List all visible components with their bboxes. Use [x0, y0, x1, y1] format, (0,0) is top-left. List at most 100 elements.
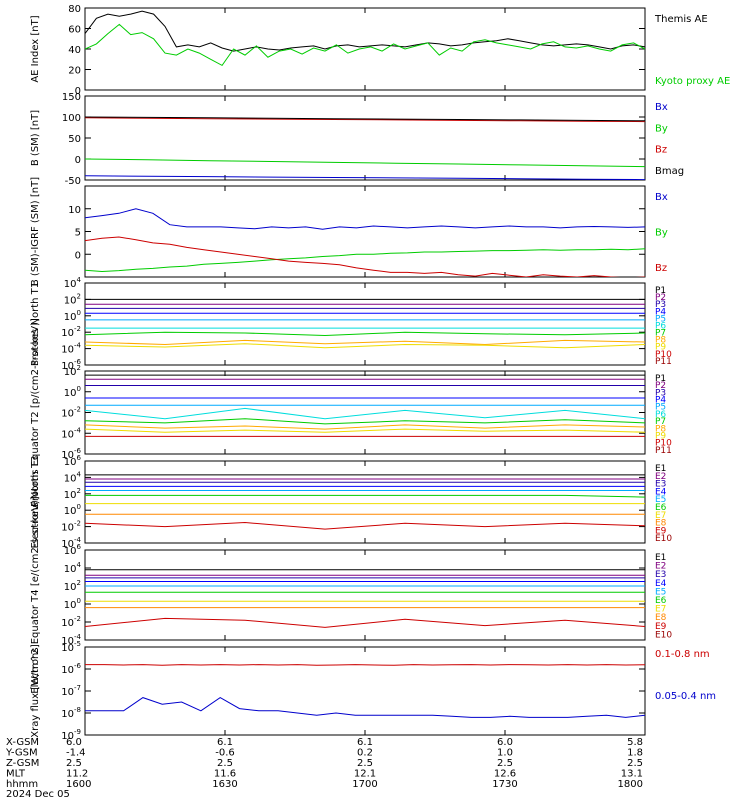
- panel-frame: [84, 282, 646, 366]
- y-axis-label: Electrons Equator T4 [e/(cm2-s-sr-keV)]: [30, 496, 41, 693]
- x-axis-row-value: 2.5: [217, 758, 233, 769]
- legend-label: P11: [655, 357, 672, 367]
- y-tick-label: 10-4: [61, 426, 81, 440]
- y-tick-label: 10-2: [61, 520, 81, 534]
- legend-label: E10: [655, 534, 672, 544]
- x-axis-row-value: 2.5: [497, 758, 513, 769]
- y-tick-label: 10-2: [61, 615, 81, 629]
- series-line: [85, 343, 645, 349]
- x-axis-row-value: 0.2: [357, 748, 373, 759]
- x-axis-row-value: 5.8: [627, 737, 643, 748]
- y-tick-label: 50: [68, 134, 81, 145]
- x-axis-row-value: 1.0: [497, 748, 513, 759]
- y-axis-label: Xray flux [W/m^2]: [30, 644, 41, 738]
- x-axis-row-value: 11.6: [214, 769, 236, 780]
- series-line: [85, 521, 645, 530]
- series-line: [85, 208, 645, 230]
- legend-label: E1: [655, 553, 666, 563]
- legend-label: 0.1-0.8 nm: [655, 649, 710, 660]
- legend-label: E8: [655, 519, 667, 529]
- y-tick-label: 104: [64, 470, 82, 484]
- y-tick-label: 40: [68, 45, 81, 56]
- y-tick-label: 106: [64, 454, 82, 468]
- y-tick-label: 102: [64, 579, 81, 593]
- y-axis-label: B (SM) [nT]: [30, 110, 41, 166]
- legend-label: P6: [655, 321, 666, 331]
- legend-label: E4: [655, 487, 667, 497]
- y-axis-label: Protons North T1: [30, 282, 41, 366]
- series-line: [85, 236, 645, 277]
- y-tick-label: 10-5: [61, 640, 81, 654]
- x-axis-row-value: 2.5: [357, 758, 373, 769]
- legend-label: E5: [655, 587, 666, 597]
- legend-label: Bx: [655, 102, 668, 113]
- y-tick-label: -50: [65, 176, 81, 187]
- panel-frame: [84, 549, 646, 641]
- series-line: [85, 339, 645, 346]
- legend-label: P10: [655, 350, 672, 360]
- y-tick-label: 104: [64, 561, 82, 575]
- x-axis-row-value: 1800: [618, 779, 643, 790]
- series-line: [85, 494, 645, 498]
- series-line: [85, 116, 645, 122]
- y-axis-label: B (SM)-IGRF (SM) [nT]: [30, 177, 41, 286]
- y-tick-label: 0: [75, 250, 81, 261]
- series-line: [85, 331, 645, 337]
- legend-label: P9: [655, 343, 666, 353]
- legend-label: P6: [655, 410, 666, 420]
- x-axis-row-value: 12.1: [354, 769, 376, 780]
- legend-label: P4: [655, 396, 666, 406]
- x-axis-row-value: 1.8: [627, 748, 643, 759]
- series-line: [85, 664, 645, 666]
- y-tick-label: 20: [68, 66, 81, 77]
- legend-label: 0.05-0.4 nm: [655, 691, 716, 702]
- series-line: [85, 248, 645, 273]
- y-tick-label: 10-2: [61, 325, 81, 339]
- y-tick-label: 100: [64, 385, 81, 399]
- y-tick-label: 0: [75, 155, 81, 166]
- legend-label: Bz: [655, 145, 667, 156]
- x-axis-row-value: -1.4: [66, 748, 86, 759]
- series-line: [85, 697, 645, 718]
- legend-label: Themis AE: [654, 14, 708, 25]
- legend-label: P5: [655, 314, 666, 324]
- legend-label: E8: [655, 613, 667, 623]
- legend-label: P1: [655, 374, 666, 384]
- x-axis-row-label: hhmm: [6, 779, 38, 790]
- legend-label: P2: [655, 381, 666, 391]
- legend-label: P3: [655, 388, 666, 398]
- legend-label: E3: [655, 480, 666, 490]
- x-axis-row-label: MLT: [6, 769, 26, 780]
- y-tick-label: 10: [68, 205, 81, 216]
- legend-label: P2: [655, 293, 666, 303]
- x-axis-row-value: 6.0: [66, 737, 82, 748]
- y-axis-label: Electrons North T3: [30, 455, 41, 548]
- y-tick-label: 10-6: [61, 662, 81, 676]
- legend-label: E6: [655, 503, 667, 513]
- series-line: [85, 175, 645, 180]
- legend-label: Kyoto proxy AE: [655, 76, 730, 87]
- legend-label: E7: [655, 511, 666, 521]
- legend-label: P11: [655, 446, 672, 456]
- series-line: [85, 10, 645, 52]
- legend-label: P9: [655, 431, 666, 441]
- x-axis-row-value: 1700: [352, 779, 377, 790]
- legend-label: P5: [655, 403, 666, 413]
- legend-label: P7: [655, 329, 666, 339]
- y-tick-label: 100: [64, 309, 81, 323]
- x-axis-row-label: X-GSM: [6, 737, 39, 748]
- legend-label: Bmag: [655, 166, 684, 177]
- series-line: [85, 617, 645, 628]
- legend-label: By: [655, 228, 668, 239]
- panel-frame: [84, 460, 646, 544]
- x-axis-row-value: 1630: [212, 779, 237, 790]
- legend-label: E6: [655, 596, 667, 606]
- series-line: [85, 407, 645, 420]
- y-tick-label: 60: [68, 25, 81, 36]
- legend-label: E9: [655, 526, 667, 536]
- y-tick-label: 102: [64, 364, 81, 378]
- series-line: [85, 158, 645, 168]
- legend-label: E10: [655, 630, 672, 640]
- legend-label: By: [655, 123, 668, 134]
